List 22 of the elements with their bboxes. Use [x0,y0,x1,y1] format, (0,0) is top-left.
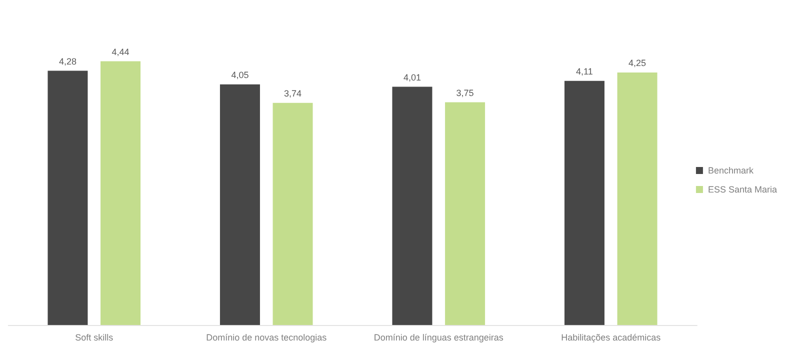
data-label: 4,28 [58,56,76,66]
bar [220,84,260,325]
bar [564,80,604,325]
bar [100,61,141,325]
x-tick-label: Habilitações académicas [561,332,662,342]
bar [48,70,88,325]
data-label: 4,01 [403,72,421,82]
legend-label: Benchmark [708,166,754,176]
bar [272,102,313,325]
x-tick-label: Domínio de línguas estrangeiras [374,332,504,342]
bar [445,102,486,325]
data-label: 4,25 [628,58,646,68]
bar [392,86,432,325]
x-tick-label: Soft skills [75,332,114,342]
x-tick-label: Domínio de novas tecnologias [206,332,328,342]
legend-label: ESS Santa Maria [708,184,778,194]
data-label: 3,75 [456,88,474,98]
data-label: 3,74 [284,88,302,98]
bar [617,72,658,325]
data-label: 4,05 [231,70,249,80]
data-label: 4,44 [112,46,130,57]
data-label: 4,11 [576,66,593,76]
